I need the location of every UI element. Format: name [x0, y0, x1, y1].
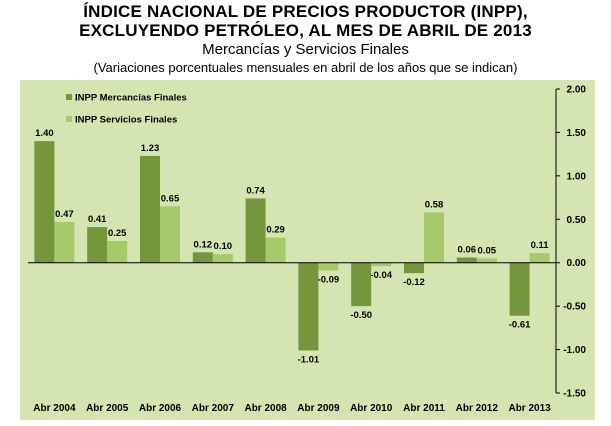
- data-label: 0.29: [266, 225, 285, 236]
- y-tick-label: -1.50: [563, 389, 586, 400]
- bar-series2: [371, 262, 392, 267]
- x-category-label: Abr 2004: [33, 403, 76, 414]
- data-label: 0.58: [425, 199, 444, 210]
- y-tick-label: -0.50: [563, 302, 586, 313]
- data-label: -0.09: [318, 275, 340, 286]
- data-label: -0.50: [350, 310, 372, 321]
- data-label: -1.01: [298, 354, 320, 365]
- bar-series1: [34, 141, 55, 263]
- x-category-label: Abr 2011: [403, 403, 445, 414]
- legend-label: INPP Servicios Finales: [75, 115, 177, 126]
- bar-series2: [265, 237, 286, 263]
- y-tick-label: 0.00: [567, 258, 587, 269]
- bar-series1: [298, 262, 319, 351]
- bar-series2: [54, 221, 75, 263]
- chart-subtitle: Mercancías y Servicios Finales: [202, 41, 409, 58]
- legend-label: INPP Mercancías Finales: [75, 93, 187, 104]
- bar-series1: [87, 227, 108, 263]
- bar-series1: [140, 155, 160, 263]
- data-label: -0.12: [403, 277, 425, 288]
- bar-series1: [456, 257, 477, 263]
- data-label: -0.04: [370, 270, 392, 281]
- bar-series2: [212, 254, 233, 263]
- bar-series1: [404, 262, 424, 274]
- data-label: 0.05: [478, 245, 497, 256]
- data-label: -0.61: [509, 320, 531, 331]
- data-label: 0.47: [55, 209, 74, 220]
- y-tick-label: -1.00: [563, 345, 586, 356]
- data-label: 0.12: [194, 239, 213, 250]
- data-label: 0.74: [246, 185, 265, 196]
- bar-series2: [160, 206, 180, 263]
- bar-series1: [192, 252, 213, 263]
- data-label: 1.23: [141, 143, 160, 154]
- x-category-label: Abr 2010: [350, 403, 393, 414]
- x-category-label: Abr 2007: [192, 403, 235, 414]
- bar-series1: [509, 262, 530, 316]
- data-label: 0.10: [214, 241, 233, 252]
- y-tick-label: 2.00: [567, 85, 587, 96]
- x-category-label: Abr 2012: [456, 403, 499, 414]
- data-label: 0.25: [108, 228, 127, 239]
- data-label: 0.41: [88, 214, 107, 225]
- bar-series2: [476, 258, 497, 263]
- x-category-label: Abr 2006: [139, 403, 182, 414]
- bar-series2: [424, 212, 444, 263]
- bar-series1: [351, 262, 372, 307]
- chart-title-line2: EXCLUYENDO PETRÓLEO, AL MES DE ABRIL DE …: [79, 21, 532, 40]
- x-category-label: Abr 2013: [508, 403, 551, 414]
- data-label: 1.40: [35, 128, 54, 139]
- data-label: 0.11: [531, 240, 550, 251]
- x-category-label: Abr 2005: [86, 403, 129, 414]
- legend-swatch: [66, 94, 72, 100]
- bar-series2: [529, 253, 550, 263]
- chart-title-line1: ÍNDICE NACIONAL DE PRECIOS PRODUCTOR (IN…: [83, 2, 528, 21]
- legend-swatch: [66, 116, 72, 122]
- y-tick-label: 1.50: [567, 128, 587, 139]
- y-tick-label: 1.00: [567, 171, 587, 182]
- chart-note: (Variaciones porcentuales mensuales en a…: [93, 60, 518, 75]
- x-category-label: Abr 2008: [244, 403, 287, 414]
- x-category-label: Abr 2009: [297, 403, 340, 414]
- bar-series2: [107, 241, 128, 263]
- y-tick-label: 0.50: [567, 215, 587, 226]
- data-label: 0.65: [161, 193, 180, 204]
- bar-series2: [318, 262, 339, 271]
- data-label: 0.06: [458, 245, 477, 256]
- bar-series1: [245, 198, 266, 263]
